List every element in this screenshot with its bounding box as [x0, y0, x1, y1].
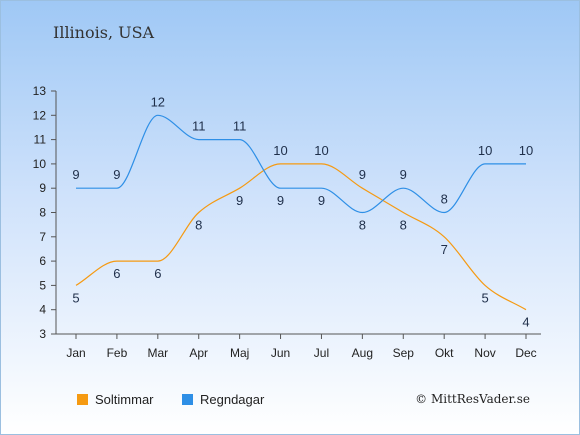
- legend-label-regndagar: Regndagar: [200, 392, 265, 407]
- data-labels: 5 6 6 8 9 10 10 9 8 7 5 4 9 9 12 11 11 9 9 8 9 8 10 10: [72, 94, 533, 329]
- data-label-soltimmar: 8: [400, 218, 407, 233]
- data-label-regndagar: 9: [400, 167, 407, 182]
- chart-title: Illinois, USA: [53, 23, 155, 42]
- y-tick-label: 4: [39, 303, 46, 317]
- legend: Soltimmar Regndagar: [77, 392, 265, 407]
- data-label-regndagar: 10: [478, 143, 492, 158]
- y-tick-label: 10: [33, 157, 47, 171]
- x-ticks: Jan Feb Mar Apr Maj Jun Jul Aug Sep Okt Nov Dec: [66, 334, 537, 360]
- data-label-regndagar: 9: [113, 167, 120, 182]
- x-tick-label: Aug: [352, 346, 373, 360]
- legend-swatch-soltimmar: [77, 394, 88, 405]
- legend-label-soltimmar: Soltimmar: [95, 392, 154, 407]
- x-tick-label: Jun: [271, 346, 290, 360]
- x-tick-label: Mar: [147, 346, 168, 360]
- x-tick-label: Apr: [189, 346, 208, 360]
- data-label-soltimmar: 4: [522, 315, 529, 330]
- y-tick-label: 8: [39, 206, 46, 220]
- y-tick-label: 9: [39, 181, 46, 195]
- data-label-regndagar: 11: [233, 119, 247, 134]
- data-label-soltimmar: 5: [481, 290, 488, 305]
- data-label-regndagar: 9: [277, 193, 284, 208]
- x-tick-label: Jan: [66, 346, 85, 360]
- data-label-soltimmar: 10: [273, 143, 287, 158]
- x-tick-label: Okt: [435, 346, 454, 360]
- data-label-regndagar: 10: [519, 143, 533, 158]
- x-tick-label: Feb: [107, 346, 128, 360]
- x-tick-label: Maj: [230, 346, 249, 360]
- y-tick-label: 5: [39, 278, 46, 292]
- data-label-soltimmar: 7: [441, 242, 448, 257]
- data-label-regndagar: 11: [192, 119, 206, 134]
- x-tick-label: Jul: [314, 346, 329, 360]
- data-label-regndagar: 12: [151, 94, 165, 109]
- y-ticks: 3 4 5 6 7 8 9 10 11 12 13: [33, 84, 56, 341]
- data-label-regndagar: 9: [318, 193, 325, 208]
- legend-swatch-regndagar: [182, 394, 193, 405]
- series-line-regndagar: [76, 114, 526, 214]
- data-label-soltimmar: 9: [236, 193, 243, 208]
- data-label-soltimmar: 6: [113, 266, 120, 281]
- y-tick-label: 13: [33, 84, 47, 98]
- data-label-regndagar: 8: [441, 192, 448, 207]
- y-tick-label: 3: [39, 327, 46, 341]
- data-label-soltimmar: 8: [195, 218, 202, 233]
- data-label-soltimmar: 5: [72, 290, 79, 305]
- axes: [55, 91, 541, 335]
- data-label-regndagar: 8: [359, 218, 366, 233]
- series-line-soltimmar: [75, 163, 527, 311]
- y-tick-label: 12: [33, 108, 47, 122]
- data-label-soltimmar: 6: [154, 266, 161, 281]
- x-tick-label: Dec: [515, 346, 536, 360]
- series-group: [75, 114, 527, 311]
- data-label-soltimmar: 10: [314, 143, 328, 158]
- data-label-soltimmar: 9: [359, 167, 366, 182]
- x-tick-label: Sep: [393, 346, 415, 360]
- y-tick-label: 11: [34, 133, 47, 147]
- y-tick-label: 6: [39, 254, 46, 268]
- credit-text: © MittResVader.se: [415, 392, 530, 406]
- y-tick-label: 7: [39, 230, 46, 244]
- data-label-regndagar: 9: [72, 167, 79, 182]
- x-tick-label: Nov: [474, 346, 495, 360]
